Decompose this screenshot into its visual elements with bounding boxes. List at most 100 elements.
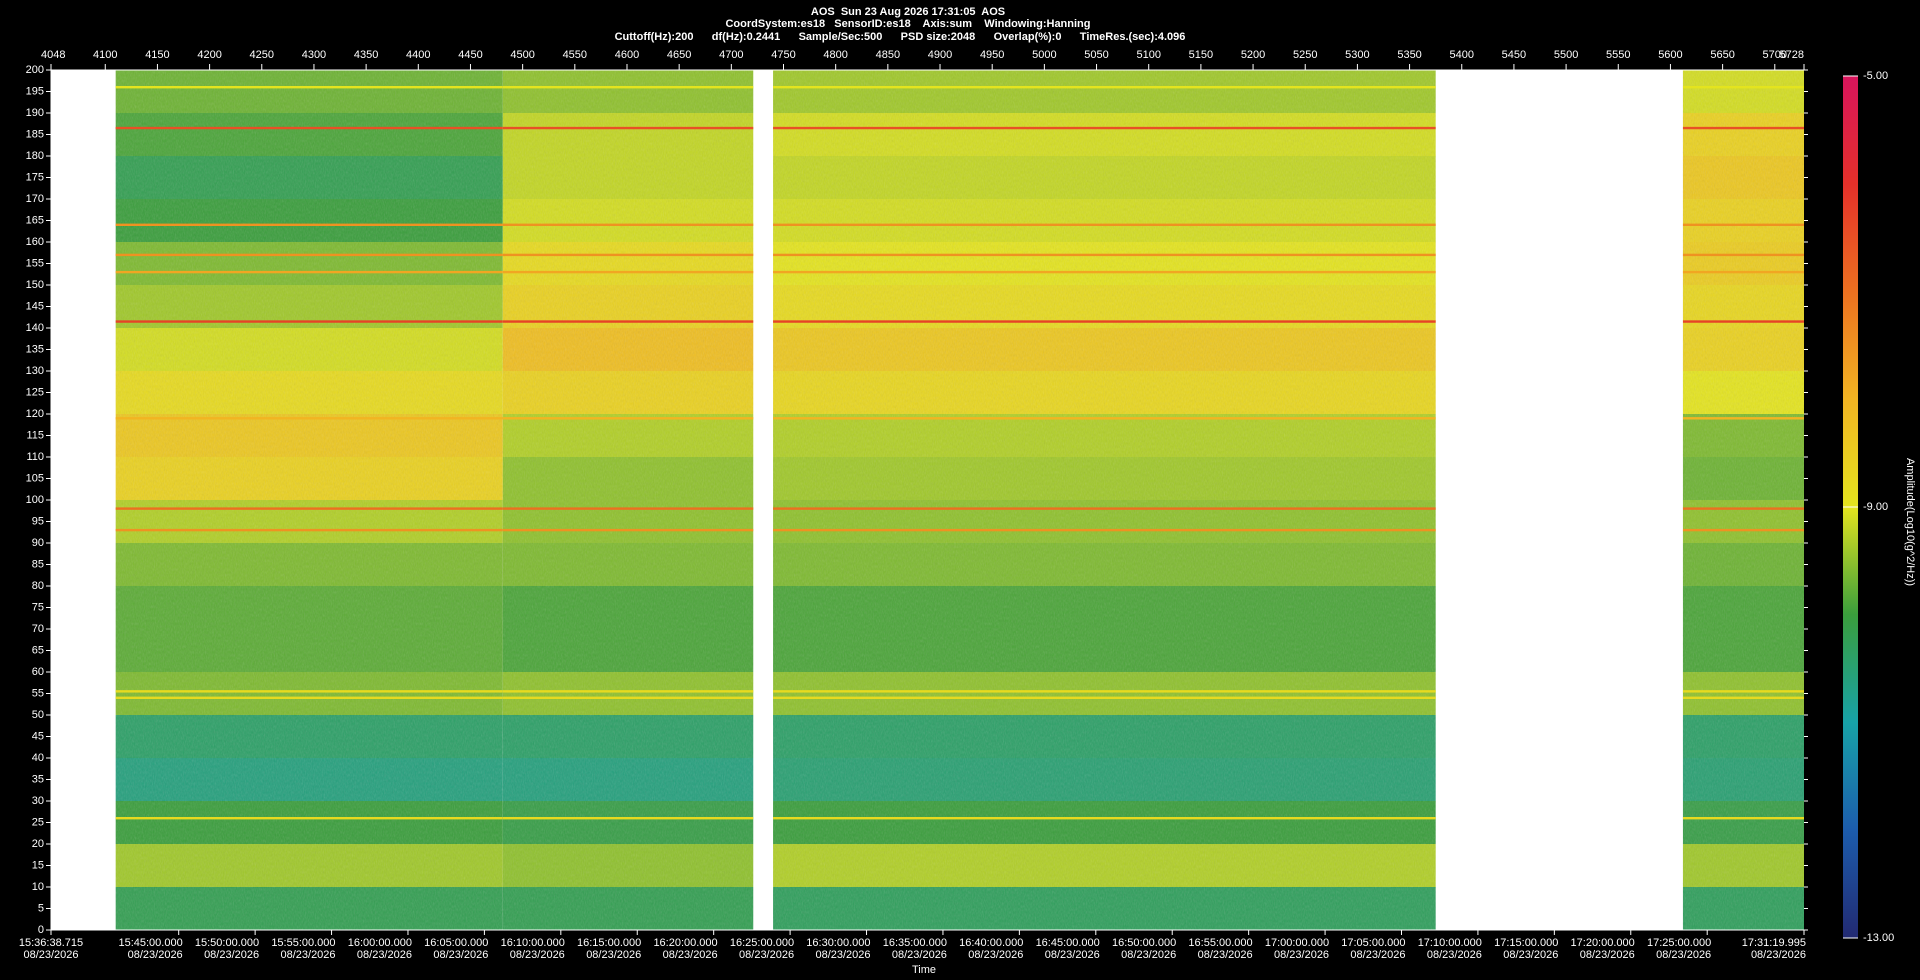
y-tick-label: 130 xyxy=(26,365,44,377)
x-tick-date: 08/23/2026 xyxy=(1274,949,1329,961)
y-tick-label: 110 xyxy=(26,451,44,463)
x-tick-label: 17:15:00.000 xyxy=(1494,937,1558,949)
y-tick-label: 200 xyxy=(26,64,44,76)
heatmap-cell xyxy=(502,199,754,242)
narrowband-line xyxy=(502,223,754,226)
heatmap-cell xyxy=(502,371,754,414)
narrowband-line xyxy=(115,270,503,274)
narrowband-line xyxy=(773,528,1436,532)
heatmap-cell xyxy=(115,113,503,156)
x-tick-label: 15:36:38.715 xyxy=(19,937,83,949)
heatmap-cell xyxy=(502,844,754,887)
x-tick-label: 17:00:00.000 xyxy=(1265,937,1329,949)
heatmap-cell xyxy=(115,586,503,629)
x2-tick-label: 4350 xyxy=(354,49,378,61)
narrowband-line xyxy=(1682,253,1804,257)
narrowband-line xyxy=(1682,528,1804,532)
heatmap-cell xyxy=(773,371,1436,414)
x-tick-label: 16:20:00.000 xyxy=(653,937,717,949)
heatmap-cell xyxy=(773,457,1436,500)
narrowband-line xyxy=(773,507,1436,510)
heatmap-cell xyxy=(502,672,754,715)
x-tick-date: 08/23/2026 xyxy=(1751,949,1806,961)
x2-tick-label: 4850 xyxy=(876,49,900,61)
narrowband-line xyxy=(502,696,754,699)
x2-tick-label: 5400 xyxy=(1450,49,1474,61)
y-tick-label: 175 xyxy=(26,171,44,183)
heatmap-cell xyxy=(115,801,503,844)
narrowband-line xyxy=(115,126,503,130)
narrowband-line xyxy=(773,126,1436,130)
x2-tick-label: 5550 xyxy=(1606,49,1630,61)
x2-tick-label: 5700 xyxy=(1763,49,1787,61)
narrowband-line xyxy=(1682,690,1804,693)
narrowband-line xyxy=(502,253,754,257)
x-tick-label: 16:30:00.000 xyxy=(806,937,870,949)
x2-tick-label: 5050 xyxy=(1084,49,1108,61)
heatmap-cell xyxy=(1682,414,1804,457)
heatmap-cell xyxy=(115,414,503,457)
y-tick-label: 20 xyxy=(32,838,44,850)
y-tick-label: 190 xyxy=(26,107,44,119)
chart-parameters: Cuttoff(Hz):200 df(Hz):0.2441 Sample/Sec… xyxy=(615,31,1186,43)
y-tick-label: 165 xyxy=(26,214,44,226)
narrowband-line xyxy=(773,270,1436,274)
narrowband-line xyxy=(115,696,503,699)
x2-tick-label: 4400 xyxy=(406,49,430,61)
narrowband-line xyxy=(502,126,754,130)
heatmap-cell xyxy=(773,70,1436,113)
narrowband-line xyxy=(502,690,754,693)
heatmap-cell xyxy=(115,242,503,285)
x2-tick-label: 4450 xyxy=(458,49,482,61)
heatmap-cell xyxy=(502,586,754,629)
heatmap-cell xyxy=(1682,199,1804,242)
narrowband-line xyxy=(773,690,1436,693)
plot-area: 0510152025303540455055606570758085909510… xyxy=(19,49,1808,961)
heatmap-cell xyxy=(115,70,503,113)
heatmap-cell xyxy=(115,543,503,586)
y-tick-label: 120 xyxy=(26,408,44,420)
x-tick-date: 08/23/2026 xyxy=(586,949,641,961)
narrowband-line xyxy=(773,320,1436,323)
heatmap-cell xyxy=(1682,715,1804,758)
x2-tick-label: 4500 xyxy=(510,49,534,61)
y-tick-label: 180 xyxy=(26,150,44,162)
x2-tick-label: 5000 xyxy=(1032,49,1056,61)
narrowband-line xyxy=(502,320,754,323)
x-tick-label: 16:05:00.000 xyxy=(424,937,488,949)
heatmap-cell xyxy=(773,156,1436,199)
heatmap-cell xyxy=(1682,887,1804,930)
heatmap-cell xyxy=(115,758,503,801)
y-tick-label: 40 xyxy=(32,752,44,764)
x2-tick-label: 4300 xyxy=(302,49,326,61)
x-tick-label: 16:25:00.000 xyxy=(730,937,794,949)
heatmap-cell xyxy=(115,500,503,543)
x-tick-label: 17:31:19.995 xyxy=(1742,937,1806,949)
heatmap-cell xyxy=(773,629,1436,672)
heatmap-cell xyxy=(773,715,1436,758)
y-tick-label: 60 xyxy=(32,666,44,678)
narrowband-line xyxy=(773,86,1436,89)
narrowband-line xyxy=(1682,270,1804,274)
y-tick-label: 50 xyxy=(32,709,44,721)
x2-tick-label: 4150 xyxy=(145,49,169,61)
y-tick-label: 155 xyxy=(26,257,44,269)
x-tick-date: 08/23/2026 xyxy=(1580,949,1635,961)
narrowband-line xyxy=(773,417,1436,420)
heatmap-cell xyxy=(502,70,754,113)
heatmap-cell xyxy=(1682,844,1804,887)
x-tick-date: 08/23/2026 xyxy=(1045,949,1100,961)
x2-tick-label: 4250 xyxy=(250,49,274,61)
heatmap-cell xyxy=(1682,113,1804,156)
colorbar-label: Amplitude(Log10(g^2/Hz)) xyxy=(1904,458,1916,586)
x2-tick-label: 5150 xyxy=(1189,49,1213,61)
y-tick-label: 45 xyxy=(32,730,44,742)
x-tick-date: 08/23/2026 xyxy=(1121,949,1176,961)
heatmap-cell xyxy=(773,113,1436,156)
chart-subtitle: CoordSystem:es18 SensorID:es18 Axis:sum … xyxy=(725,18,1090,30)
x2-tick-label: 4900 xyxy=(928,49,952,61)
heatmap-cell xyxy=(1682,500,1804,543)
heatmap-cell xyxy=(1682,371,1804,414)
narrowband-line xyxy=(773,223,1436,226)
